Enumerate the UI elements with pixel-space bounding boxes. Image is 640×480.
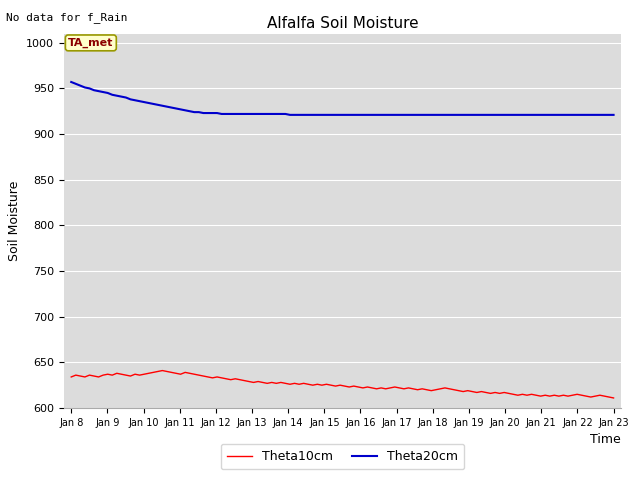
X-axis label: Time: Time — [590, 433, 621, 446]
Theta10cm — [372, 386, 380, 392]
Text: TA_met: TA_met — [68, 38, 113, 48]
Theta20cm — [500, 112, 508, 118]
Theta20cm — [67, 79, 75, 85]
Theta20cm — [445, 112, 453, 118]
Theta20cm — [181, 108, 189, 113]
Title: Alfalfa Soil Moisture: Alfalfa Soil Moisture — [267, 16, 418, 31]
Legend: Theta10cm, Theta20cm: Theta10cm, Theta20cm — [221, 444, 464, 469]
Text: No data for f_Rain: No data for f_Rain — [6, 12, 128, 23]
Theta10cm — [159, 368, 166, 373]
Theta20cm — [286, 112, 294, 118]
Theta10cm — [67, 374, 75, 380]
Line: Theta20cm: Theta20cm — [71, 82, 614, 115]
Theta20cm — [596, 112, 604, 118]
Theta20cm — [372, 112, 380, 118]
Theta10cm — [610, 395, 618, 401]
Theta10cm — [186, 371, 193, 376]
Theta20cm — [610, 112, 618, 118]
Line: Theta10cm: Theta10cm — [71, 371, 614, 398]
Theta10cm — [445, 386, 453, 392]
Y-axis label: Soil Moisture: Soil Moisture — [8, 180, 20, 261]
Theta10cm — [218, 375, 225, 381]
Theta10cm — [500, 390, 508, 396]
Theta20cm — [213, 110, 221, 116]
Theta10cm — [596, 392, 604, 398]
